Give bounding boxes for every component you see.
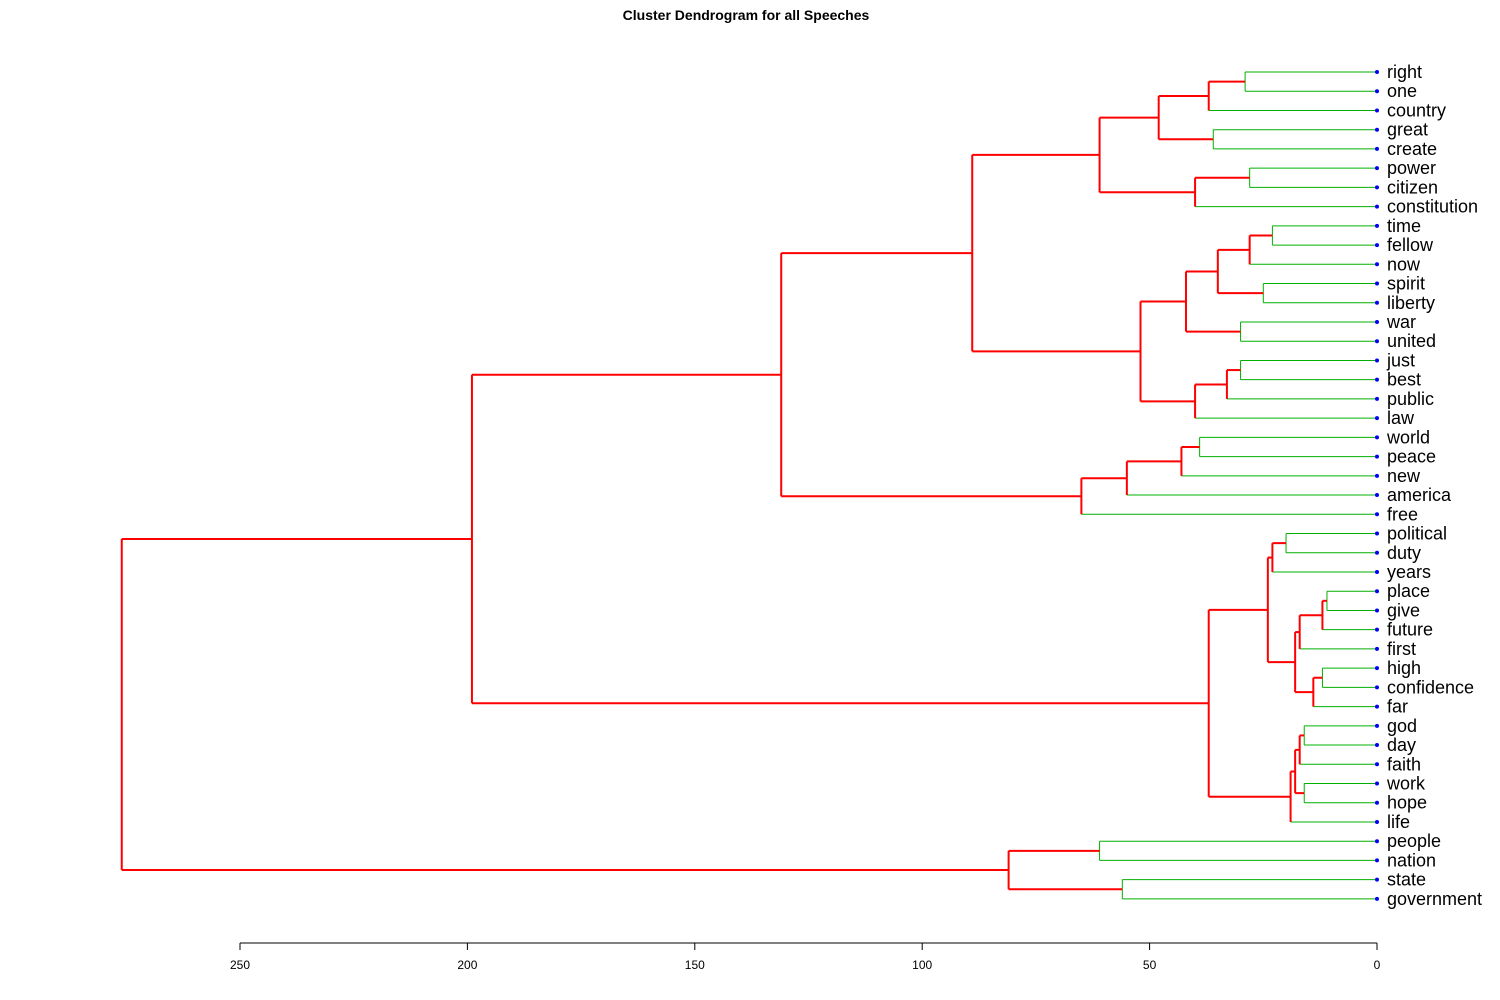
axis-tick-label: 0 xyxy=(1374,958,1381,972)
axis-tick-label: 50 xyxy=(1143,958,1157,972)
leaf-label-constitution: constitution xyxy=(1387,197,1478,217)
leaf-point-power xyxy=(1375,166,1379,171)
axis-tick-label: 250 xyxy=(230,958,250,972)
leaf-label-fellow: fellow xyxy=(1387,235,1434,255)
leaf-label-time: time xyxy=(1387,216,1421,236)
leaf-point-united xyxy=(1375,339,1379,344)
branch-group xyxy=(120,71,1377,900)
leaf-label-now: now xyxy=(1387,254,1421,274)
leaf-point-peace xyxy=(1375,454,1379,459)
leaf-point-government xyxy=(1375,896,1379,901)
leaf-point-place xyxy=(1375,589,1379,594)
leaf-label-great: great xyxy=(1387,120,1428,140)
leaf-label-create: create xyxy=(1387,139,1437,159)
leaf-label-war: war xyxy=(1386,312,1416,332)
leaf-point-great xyxy=(1375,127,1379,132)
leaf-label-right: right xyxy=(1387,62,1422,82)
leaf-label-people: people xyxy=(1387,831,1441,851)
leaf-point-political xyxy=(1375,531,1379,536)
leaf-label-hope: hope xyxy=(1387,793,1427,813)
leaf-label-give: give xyxy=(1387,600,1420,620)
leaf-point-fellow xyxy=(1375,243,1379,248)
leaf-label-years: years xyxy=(1387,562,1431,582)
leaf-label-duty: duty xyxy=(1387,543,1421,563)
leaf-point-free xyxy=(1375,512,1379,517)
leaf-label-power: power xyxy=(1387,158,1436,178)
leaf-point-state xyxy=(1375,877,1379,882)
axis-tick-label: 200 xyxy=(457,958,477,972)
leaf-label-best: best xyxy=(1387,370,1421,390)
leaf-label-place: place xyxy=(1387,581,1430,601)
leaf-label-new: new xyxy=(1387,466,1421,486)
leaf-point-confidence xyxy=(1375,685,1379,690)
leaf-group: rightonecountrygreatcreatepowercitizenco… xyxy=(1375,62,1482,909)
leaf-label-high: high xyxy=(1387,658,1421,678)
leaf-point-constitution xyxy=(1375,204,1379,209)
leaf-label-first: first xyxy=(1387,639,1416,659)
leaf-point-hope xyxy=(1375,800,1379,805)
leaf-point-nation xyxy=(1375,858,1379,863)
leaf-point-work xyxy=(1375,781,1379,786)
leaf-label-work: work xyxy=(1386,774,1426,794)
height-axis: 250 200 150 100 50 0 xyxy=(230,942,1381,972)
leaf-point-liberty xyxy=(1375,300,1379,305)
leaf-point-country xyxy=(1375,108,1379,113)
leaf-point-years xyxy=(1375,569,1379,574)
leaf-label-state: state xyxy=(1387,870,1426,890)
leaf-label-peace: peace xyxy=(1387,447,1436,467)
leaf-label-day: day xyxy=(1387,735,1416,755)
leaf-label-world: world xyxy=(1386,427,1430,447)
chart-title: Cluster Dendrogram for all Speeches xyxy=(622,7,870,23)
leaf-label-political: political xyxy=(1387,524,1447,544)
leaf-label-citizen: citizen xyxy=(1387,177,1438,197)
leaf-point-now xyxy=(1375,262,1379,267)
leaf-point-just xyxy=(1375,358,1379,363)
leaf-label-just: just xyxy=(1386,350,1415,370)
leaf-label-god: god xyxy=(1387,716,1417,736)
leaf-point-future xyxy=(1375,627,1379,632)
leaf-label-free: free xyxy=(1387,504,1418,524)
leaf-label-confidence: confidence xyxy=(1387,677,1474,697)
leaf-point-world xyxy=(1375,435,1379,440)
leaf-point-high xyxy=(1375,666,1379,671)
leaf-point-new xyxy=(1375,473,1379,478)
leaf-point-far xyxy=(1375,704,1379,709)
leaf-label-public: public xyxy=(1387,389,1434,409)
leaf-label-liberty: liberty xyxy=(1387,293,1435,313)
leaf-point-faith xyxy=(1375,762,1379,767)
leaf-point-god xyxy=(1375,723,1379,728)
axis-tick-label: 100 xyxy=(912,958,932,972)
leaf-label-spirit: spirit xyxy=(1387,274,1425,294)
leaf-label-far: far xyxy=(1387,697,1408,717)
leaf-point-spirit xyxy=(1375,281,1379,286)
leaf-point-america xyxy=(1375,493,1379,498)
leaf-point-law xyxy=(1375,416,1379,421)
leaf-label-life: life xyxy=(1387,812,1410,832)
leaf-point-citizen xyxy=(1375,185,1379,190)
leaf-label-one: one xyxy=(1387,81,1417,101)
leaf-point-life xyxy=(1375,819,1379,824)
leaf-point-war xyxy=(1375,319,1379,324)
leaf-label-law: law xyxy=(1387,408,1415,428)
leaf-point-give xyxy=(1375,608,1379,613)
leaf-point-best xyxy=(1375,377,1379,382)
axis-tick-label: 150 xyxy=(685,958,705,972)
leaf-point-create xyxy=(1375,146,1379,151)
leaf-label-country: country xyxy=(1387,100,1446,120)
leaf-label-united: united xyxy=(1387,331,1436,351)
leaf-label-nation: nation xyxy=(1387,850,1436,870)
leaf-point-one xyxy=(1375,89,1379,94)
leaf-point-time xyxy=(1375,223,1379,228)
leaf-point-people xyxy=(1375,839,1379,844)
leaf-point-public xyxy=(1375,396,1379,401)
leaf-point-first xyxy=(1375,646,1379,651)
leaf-point-day xyxy=(1375,743,1379,748)
leaf-point-duty xyxy=(1375,550,1379,555)
leaf-label-future: future xyxy=(1387,620,1433,640)
leaf-label-government: government xyxy=(1387,889,1482,909)
leaf-label-faith: faith xyxy=(1387,754,1421,774)
leaf-label-america: america xyxy=(1387,485,1452,505)
leaf-point-right xyxy=(1375,70,1379,74)
